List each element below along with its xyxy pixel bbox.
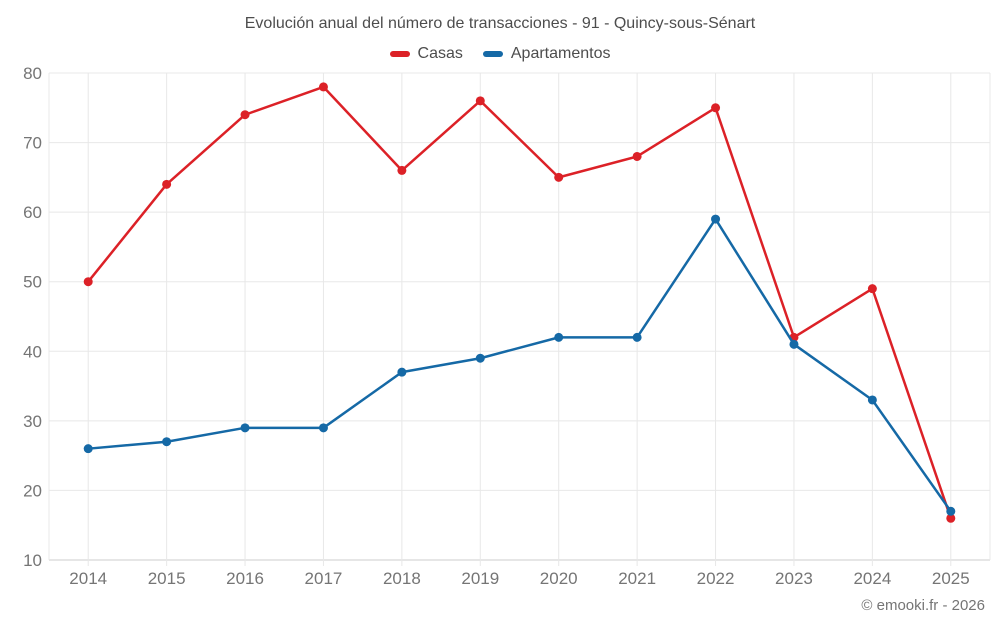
y-tick-label: 30 xyxy=(23,412,42,431)
data-point-apartamentos-2025[interactable] xyxy=(946,506,956,516)
y-tick-label: 10 xyxy=(23,551,42,570)
data-point-casas-2021[interactable] xyxy=(632,151,642,161)
y-tick-label: 60 xyxy=(23,203,42,222)
y-tick-label: 80 xyxy=(23,64,42,83)
x-tick-label: 2023 xyxy=(775,569,813,588)
data-point-apartamentos-2018[interactable] xyxy=(397,367,407,377)
data-point-apartamentos-2016[interactable] xyxy=(240,423,250,433)
data-point-casas-2015[interactable] xyxy=(162,179,172,189)
y-tick-label: 20 xyxy=(23,481,42,500)
data-point-casas-2022[interactable] xyxy=(711,103,721,113)
data-point-casas-2024[interactable] xyxy=(867,284,877,294)
x-tick-label: 2018 xyxy=(383,569,421,588)
data-point-apartamentos-2017[interactable] xyxy=(318,423,328,433)
x-tick-label: 2024 xyxy=(853,569,891,588)
data-point-casas-2018[interactable] xyxy=(397,165,407,175)
legend-label: Casas xyxy=(417,45,463,62)
data-point-apartamentos-2021[interactable] xyxy=(632,332,642,342)
data-point-apartamentos-2023[interactable] xyxy=(789,339,799,349)
data-point-casas-2016[interactable] xyxy=(240,110,250,120)
series-line-apartamentos xyxy=(86,217,953,513)
y-tick-label: 70 xyxy=(23,134,42,153)
x-tick-label: 2021 xyxy=(618,569,656,588)
y-tick-label: 40 xyxy=(23,342,42,361)
x-tick-label: 2022 xyxy=(697,569,735,588)
data-point-apartamentos-2024[interactable] xyxy=(867,395,877,405)
x-tick-label: 2020 xyxy=(540,569,578,588)
data-point-casas-2020[interactable] xyxy=(554,172,564,182)
legend-item-casas[interactable]: Casas xyxy=(389,45,463,63)
x-tick-label: 2016 xyxy=(226,569,264,588)
series-line-casas xyxy=(86,85,953,520)
x-tick-label: 2017 xyxy=(305,569,343,588)
data-point-casas-2019[interactable] xyxy=(475,96,485,106)
x-tick-label: 2025 xyxy=(932,569,970,588)
x-tick-label: 2019 xyxy=(461,569,499,588)
legend-swatch-casas xyxy=(389,51,410,57)
data-point-apartamentos-2020[interactable] xyxy=(554,332,564,342)
data-point-casas-2014[interactable] xyxy=(83,277,93,287)
x-tick-label: 2015 xyxy=(148,569,186,588)
legend-label: Apartamentos xyxy=(510,45,611,62)
legend-item-apartamentos[interactable]: Apartamentos xyxy=(482,45,611,63)
y-tick-label: 50 xyxy=(23,273,42,292)
chart-title: Evolución anual del número de transaccio… xyxy=(244,15,756,32)
legend-swatch-apartamentos xyxy=(482,51,503,57)
data-point-apartamentos-2015[interactable] xyxy=(162,437,172,447)
copyright-credit: © emooki.fr - 2026 xyxy=(861,597,985,614)
legend: Casas Apartamentos xyxy=(0,45,1000,63)
data-point-casas-2025[interactable] xyxy=(946,513,956,523)
x-tick-label: 2014 xyxy=(69,569,107,588)
data-point-apartamentos-2019[interactable] xyxy=(475,353,485,363)
data-point-apartamentos-2022[interactable] xyxy=(711,214,721,224)
data-point-apartamentos-2014[interactable] xyxy=(83,444,93,454)
data-point-casas-2017[interactable] xyxy=(318,82,328,92)
